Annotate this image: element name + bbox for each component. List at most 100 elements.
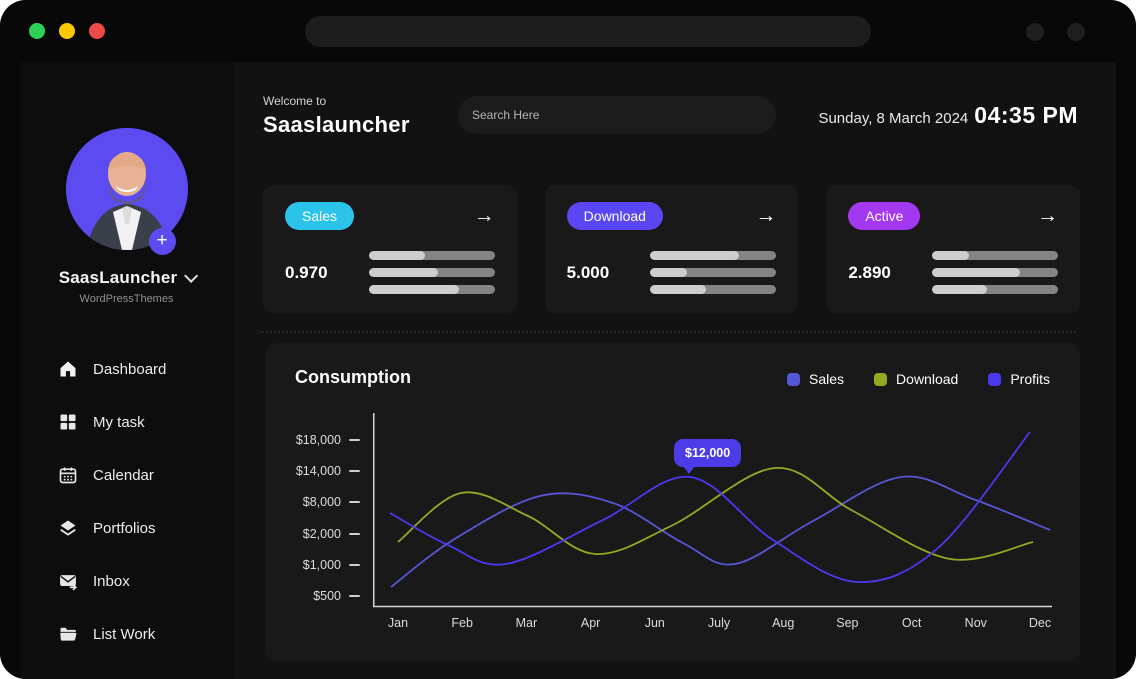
y-tick-label: $18,000 (295, 433, 341, 447)
legend-label: Sales (809, 371, 845, 387)
consumption-chart-card: Consumption Sales Download Profits $18,000… (265, 343, 1080, 662)
window-control-green-icon[interactable] (29, 23, 45, 39)
y-tick-label: $2,000 (302, 526, 341, 541)
stat-bar (368, 268, 495, 277)
sidebar-item-label: Inbox (93, 572, 130, 590)
arrow-right-icon[interactable]: → (755, 204, 777, 227)
legend-label: Download (896, 371, 959, 387)
stat-value: 2.890 (848, 262, 891, 282)
window-titlebar (0, 0, 1136, 62)
welcome-text: Welcome to (263, 94, 327, 108)
y-tick-label: $1,000 (302, 557, 341, 572)
series-line-profits (389, 431, 1031, 583)
window-frame-right (1116, 62, 1136, 679)
stat-value: 5.000 (566, 262, 610, 282)
sidebar-item-label: Calendar (93, 466, 154, 484)
time-label: 04:35 PM (974, 102, 1078, 128)
y-tick-dash (349, 439, 360, 441)
stat-bars (650, 251, 777, 294)
window-button-icon[interactable] (1067, 23, 1085, 41)
stat-bar (650, 268, 777, 277)
legend-item-sales[interactable]: Sales (787, 371, 844, 387)
status-badge: Active (848, 202, 921, 230)
stat-bar (650, 285, 777, 294)
sidebar-item-label: My task (93, 413, 145, 431)
y-tick-dash (349, 532, 360, 535)
folder-icon (60, 627, 77, 641)
x-tick-label: Apr (580, 616, 601, 630)
avatar-photo (65, 128, 188, 250)
sidebar-nav: Dashboard My task Calendar Portfolios In… (58, 357, 166, 646)
sidebar-item-calendar[interactable]: Calendar (58, 463, 166, 487)
profile-subtitle: WordPressThemes (79, 293, 174, 305)
window-control-red-icon[interactable] (89, 23, 105, 39)
search-input[interactable] (458, 96, 776, 134)
grid-icon (60, 414, 76, 430)
stat-bars (368, 251, 495, 294)
x-tick-label: Jan (387, 616, 409, 630)
legend-label: Profits (1010, 371, 1050, 387)
y-tick-label: $8,000 (302, 495, 341, 510)
arrow-right-icon[interactable]: → (1037, 204, 1059, 227)
stat-bar (368, 251, 495, 260)
y-tick-label: $500 (313, 589, 341, 603)
y-tick-label: $14,000 (295, 464, 341, 479)
sidebar-item-label: List Work (93, 625, 156, 643)
main-content: Welcome to Saaslauncher Sunday, 8 March … (233, 62, 1116, 679)
datetime: Sunday, 8 March 2024 04:35 PM (818, 102, 1078, 129)
profile-name[interactable]: SaasLauncher (20, 268, 233, 288)
x-tick-label: Jun (644, 616, 665, 630)
sidebar-item-label: Dashboard (93, 360, 167, 378)
y-tick-dash (349, 501, 360, 504)
sidebar-item-list-work[interactable]: List Work (58, 622, 166, 646)
stat-card-active[interactable]: Active → 2.890 (826, 185, 1081, 313)
legend-dot-icon (787, 372, 801, 386)
y-tick-dash (349, 595, 360, 597)
stat-bar (368, 285, 495, 294)
sidebar-item-dashboard[interactable]: Dashboard (58, 357, 166, 381)
stat-card-download[interactable]: Download → 5.000 (544, 185, 799, 313)
x-tick-label: July (707, 616, 731, 630)
legend-item-profits[interactable]: Profits (988, 371, 1050, 387)
layers-icon (60, 520, 76, 536)
chart-legend: Sales Download Profits (787, 371, 1050, 387)
sidebar-item-my-task[interactable]: My task (58, 410, 166, 434)
sidebar-item-inbox[interactable]: Inbox (58, 569, 166, 593)
stat-bar (932, 251, 1059, 260)
add-account-button[interactable]: + (148, 228, 176, 255)
titlebar-search-input[interactable] (305, 16, 871, 47)
sidebar: + SaasLauncher WordPressThemes Dashboard… (20, 62, 233, 679)
stat-bar (650, 251, 777, 260)
stat-bar (932, 268, 1059, 277)
x-tick-label: Aug (772, 616, 795, 630)
x-tick-label: Sep (836, 616, 859, 630)
page-title: Saaslauncher (263, 112, 410, 137)
window-button-icon[interactable] (1026, 23, 1044, 41)
series-line-sales (390, 475, 1051, 588)
status-badge: Sales (285, 202, 355, 230)
calendar-icon (59, 467, 77, 484)
date-label: Sunday, 8 March 2024 (818, 110, 969, 127)
section-divider (259, 331, 1076, 333)
sidebar-item-portfolios[interactable]: Portfolios (58, 516, 166, 540)
stat-bars (932, 251, 1059, 294)
window-control-yellow-icon[interactable] (59, 23, 75, 39)
stat-card-sales[interactable]: Sales → 0.970 (263, 185, 517, 313)
y-tick-dash (349, 470, 360, 473)
legend-item-download[interactable]: Download (874, 371, 958, 387)
x-tick-label: Oct (901, 616, 922, 630)
stat-cards-row: Sales → 0.970 Download → 5.000 (263, 185, 1081, 313)
y-tick-dash (349, 563, 360, 566)
profile-name-label: SaasLauncher (58, 268, 178, 287)
legend-dot-icon (988, 372, 1002, 386)
avatar[interactable] (65, 128, 188, 250)
arrow-right-icon[interactable]: → (473, 204, 495, 227)
stat-bar (932, 285, 1059, 294)
chevron-down-icon[interactable] (184, 268, 199, 283)
status-badge: Download (566, 202, 663, 230)
line-chart-plot[interactable] (373, 413, 1053, 613)
stat-value: 0.970 (285, 262, 328, 282)
sidebar-item-label: Portfolios (93, 519, 156, 537)
legend-dot-icon (874, 372, 888, 386)
